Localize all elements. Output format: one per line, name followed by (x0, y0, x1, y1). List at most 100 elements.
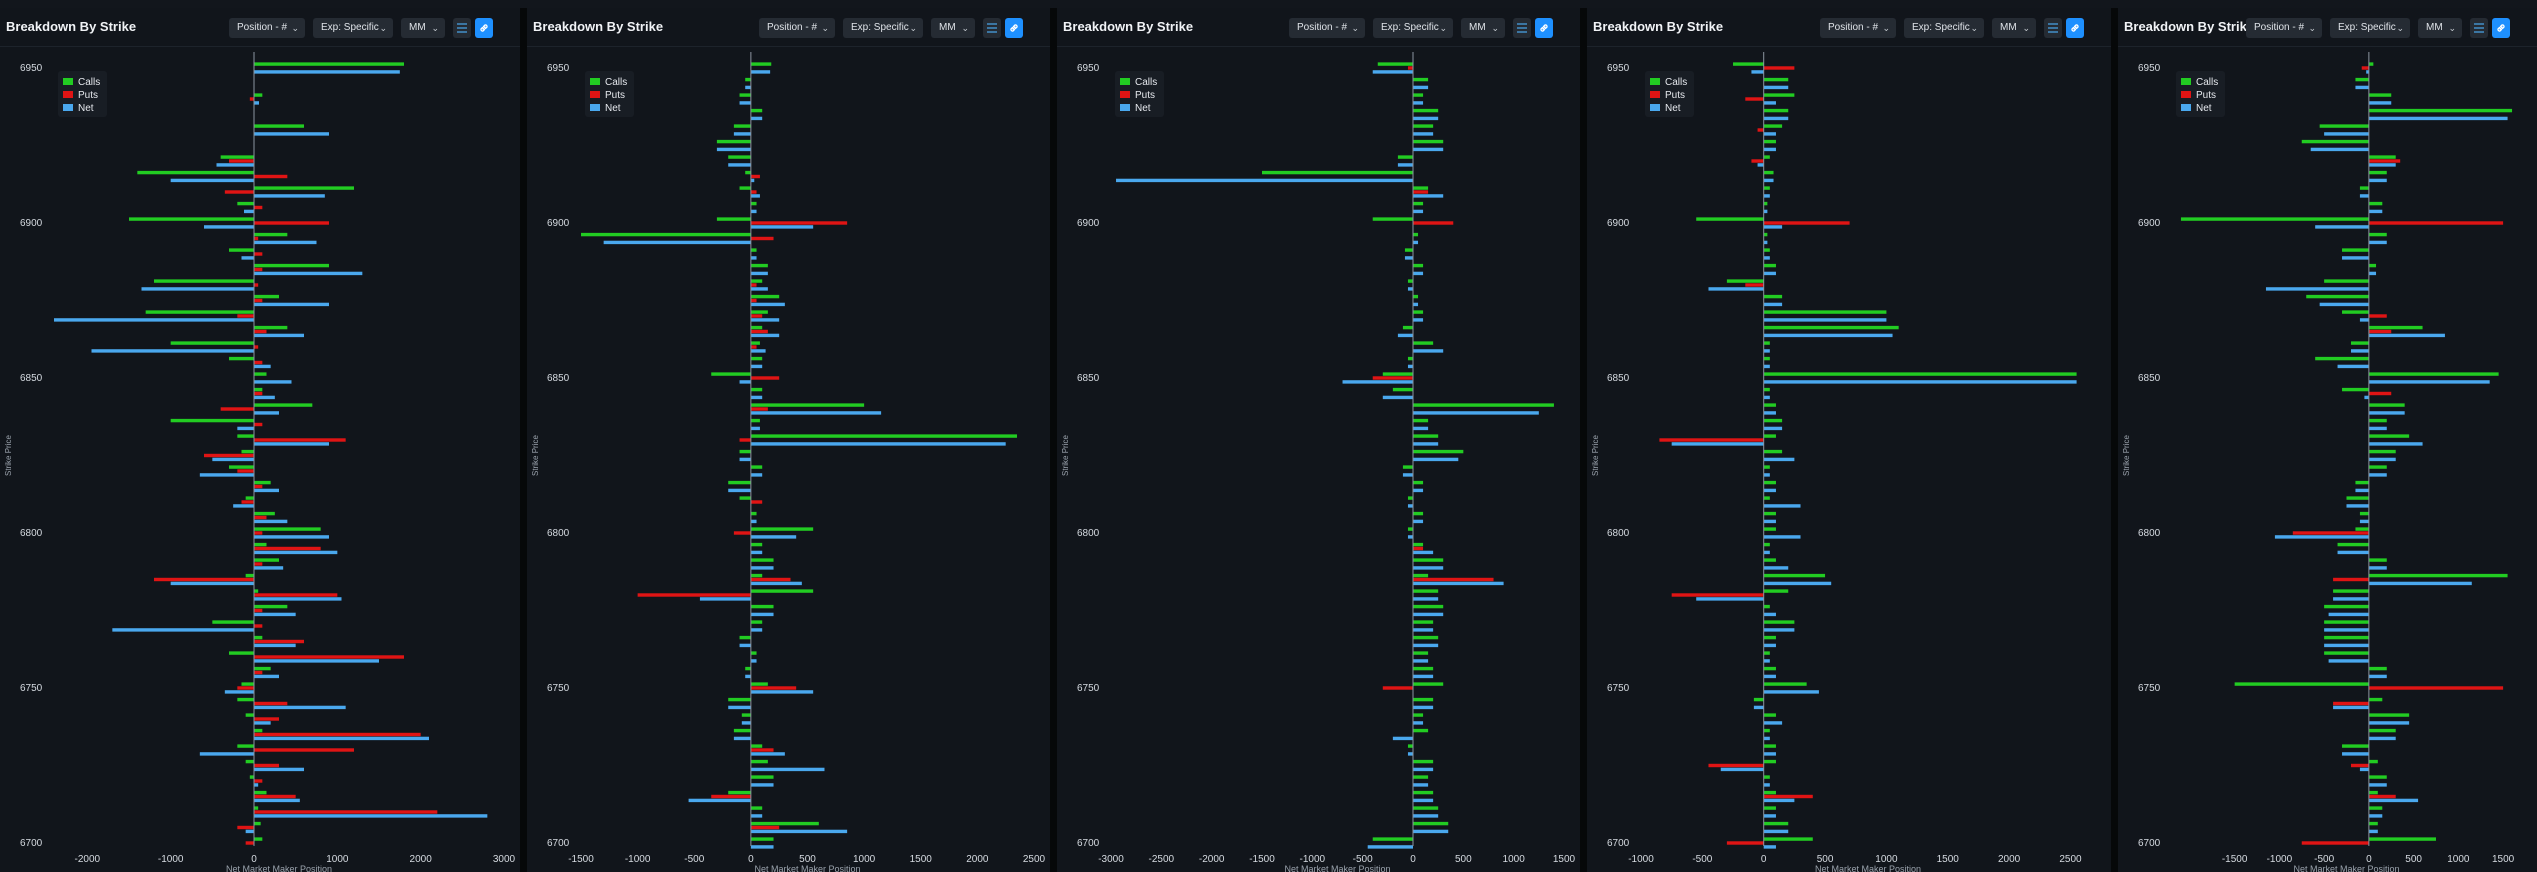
net-bar (254, 240, 317, 245)
mode-dropdown[interactable]: MM ⌄ (1992, 18, 2036, 38)
net-bar (1763, 473, 1770, 477)
position-dropdown[interactable]: Position - # ⌄ (1820, 18, 1896, 38)
expiry-dropdown[interactable]: Exp: Specific ⌄ (2330, 18, 2410, 38)
net-bar (1413, 442, 1439, 446)
expiry-dropdown[interactable]: Exp: Specific ⌄ (313, 18, 393, 38)
y-tick-label: 6900 (547, 218, 570, 229)
puts-bar (254, 546, 321, 551)
position-dropdown[interactable]: Position - # ⌄ (2246, 18, 2322, 38)
link-button[interactable] (2066, 18, 2084, 38)
list-view-button[interactable] (453, 18, 471, 38)
net-bar (1413, 783, 1429, 787)
calls-bar (1763, 821, 1789, 826)
calls-bar (245, 573, 254, 578)
calls-bar (2368, 325, 2423, 330)
chevron-down-icon: ⌄ (379, 23, 387, 33)
strike-bar-chart: 6700 6750 6800 6850 6900 6950 -3000 -2500 -2000 -… (1061, 52, 1576, 872)
net-bar (54, 318, 254, 322)
calls-bar (750, 279, 763, 283)
calls-bar (2368, 697, 2383, 702)
net-bar (1372, 70, 1413, 74)
calls-bar (1397, 155, 1413, 159)
list-icon (457, 23, 467, 33)
link-button[interactable] (475, 18, 493, 38)
calls-bar (750, 356, 763, 361)
calls-bar (750, 294, 780, 299)
net-bar (254, 70, 400, 74)
puts-bar (750, 314, 763, 318)
net-bar (1413, 628, 1434, 632)
net-bar (1413, 488, 1424, 493)
net-bar (1413, 116, 1439, 121)
calls-bar (245, 713, 254, 717)
position-dropdown[interactable]: Position - # ⌄ (1289, 18, 1365, 38)
net-bar (1413, 85, 1429, 90)
calls-bar (254, 527, 321, 531)
calls-bar (1763, 604, 1770, 609)
mode-dropdown[interactable]: MM ⌄ (2418, 18, 2462, 38)
calls-bar (254, 790, 267, 795)
calls-bar (733, 728, 751, 733)
calls-bar (750, 325, 763, 330)
calls-bar (1763, 310, 1887, 314)
net-bar (216, 163, 254, 167)
expiry-dropdown[interactable]: Exp: Specific ⌄ (843, 18, 923, 38)
calls-bar (745, 666, 751, 671)
mode-dropdown[interactable]: MM ⌄ (931, 18, 975, 38)
puts-bar (254, 515, 267, 520)
y-tick-label: 6800 (20, 528, 43, 539)
net-bar (245, 829, 254, 834)
net-bar (254, 643, 296, 648)
x-axis-label: Net Market Maker Position (754, 864, 860, 872)
expiry-dropdown[interactable]: Exp: Specific ⌄ (1904, 18, 1984, 38)
mode-dropdown[interactable]: MM ⌄ (401, 18, 445, 38)
list-view-button[interactable] (2044, 18, 2062, 38)
y-tick-label: 6950 (20, 63, 43, 74)
calls-bar (1407, 527, 1413, 531)
link-button[interactable] (1535, 18, 1553, 38)
net-bar (170, 581, 254, 586)
net-bar (750, 395, 763, 400)
puts-bar (2368, 794, 2396, 799)
net-bar (2342, 752, 2369, 756)
net-bar (1763, 690, 1819, 694)
strike-bar-chart: 6700 6750 6800 6850 6900 6950 -1500 -1000 -500 0 5… (2122, 52, 2515, 872)
calls-bar (1763, 263, 1776, 268)
legend-label: Puts (1665, 90, 1685, 101)
net-bar (728, 488, 751, 493)
calls-bar (1413, 139, 1444, 144)
x-tick-label: 1500 (910, 854, 933, 865)
calls-bar (2368, 62, 2374, 66)
position-dropdown[interactable]: Position - # ⌄ (229, 18, 305, 38)
mode-dropdown[interactable]: MM ⌄ (1461, 18, 1505, 38)
calls-bar (1413, 790, 1434, 795)
net-bar (1413, 581, 1504, 586)
link-button[interactable] (2492, 18, 2510, 38)
calls-bar (733, 124, 751, 128)
calls-bar (1763, 635, 1776, 640)
y-tick-label: 6950 (2138, 63, 2161, 74)
link-button[interactable] (1005, 18, 1023, 38)
position-dropdown[interactable]: Position - # ⌄ (759, 18, 835, 38)
dropdown-label: Exp: Specific (2338, 22, 2396, 33)
expiry-dropdown[interactable]: Exp: Specific ⌄ (1373, 18, 1453, 38)
x-tick-label: -500 (1692, 854, 1712, 865)
net-bar (750, 752, 785, 756)
list-view-button[interactable] (983, 18, 1001, 38)
puts-bar (254, 763, 279, 768)
net-bar (750, 349, 766, 353)
y-tick-label: 6800 (1077, 528, 1100, 539)
net-bar (1763, 302, 1783, 307)
chart-legend: Calls Puts Net (1645, 71, 1694, 117)
dropdown-label: Exp: Specific (1381, 22, 1439, 33)
calls-bar (1372, 217, 1413, 221)
net-bar (1708, 287, 1764, 291)
list-view-button[interactable] (1513, 18, 1531, 38)
list-view-button[interactable] (2470, 18, 2488, 38)
net-bar (1763, 194, 1770, 198)
legend-label: Net (605, 103, 621, 114)
legend-swatch (1650, 104, 1660, 111)
net-bar (254, 411, 279, 415)
y-axis-label: Strike Price (531, 435, 540, 476)
x-tick-label: 0 (2366, 854, 2372, 865)
